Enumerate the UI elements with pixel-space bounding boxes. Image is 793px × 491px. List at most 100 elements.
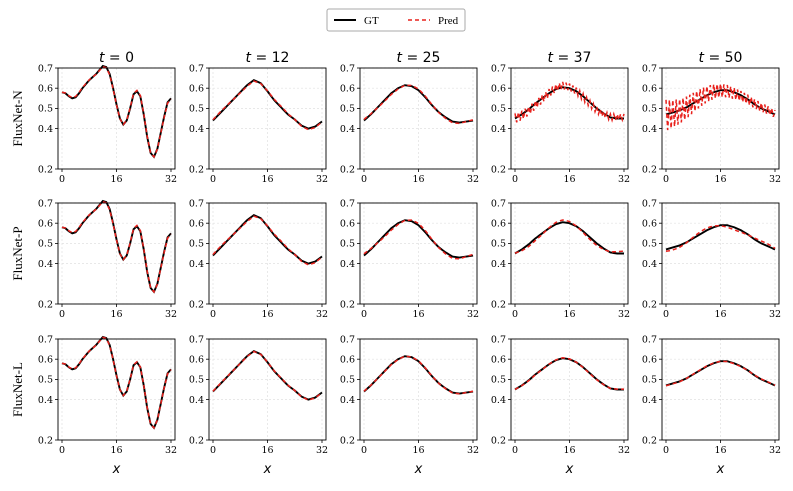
legend-gt-label: GT [364, 15, 379, 27]
x-tick-label: 32 [467, 174, 479, 185]
row-label: FluxNet-L [10, 362, 25, 417]
y-tick-label: 0.2 [38, 435, 53, 446]
pred-series-line [61, 336, 172, 430]
y-tick-label: 0.5 [340, 104, 355, 115]
x-tick-label: 0 [663, 445, 669, 456]
y-tick-label: 0.4 [340, 395, 355, 406]
gt-series-line [212, 350, 323, 401]
y-tick-label: 0.6 [340, 84, 355, 95]
y-tick-label: 0.6 [491, 355, 506, 366]
gt-series-line [363, 355, 474, 395]
y-tick-label: 0.6 [38, 219, 53, 230]
x-axis-label: x [565, 462, 574, 477]
y-tick-label: 0.2 [38, 299, 53, 310]
x-tick-label: 32 [467, 445, 479, 456]
y-tick-label: 0.4 [189, 259, 204, 270]
x-tick-label: 32 [316, 309, 328, 320]
x-tick-label: 16 [563, 445, 575, 456]
y-tick-label: 0.7 [491, 63, 506, 74]
x-tick-label: 32 [769, 174, 781, 185]
y-tick-label: 0.2 [642, 435, 657, 446]
y-tick-label: 0.5 [642, 239, 657, 250]
y-tick-label: 0.5 [38, 104, 53, 115]
pred-series-line [212, 215, 323, 266]
y-tick-label: 0.2 [38, 164, 53, 175]
y-tick-label: 0.7 [340, 198, 355, 209]
legend: GT Pred [326, 8, 466, 32]
panel-grid: FluxNet-N 0.2 0.4 0.5 0.6 0.7 0 16 32 t = 0 0.2 0.4… [10, 50, 781, 477]
y-tick-label: 0.4 [340, 259, 355, 270]
y-tick-label: 0.5 [189, 239, 204, 250]
pred-series-line [665, 83, 776, 131]
pred-series-line [363, 84, 474, 125]
column-title: t = 37 [548, 50, 592, 66]
y-tick-label: 0.7 [38, 334, 53, 345]
pred-series-line [212, 350, 323, 401]
y-tick-label: 0.7 [642, 334, 657, 345]
y-tick-label: 0.7 [340, 63, 355, 74]
column-title: t = 25 [397, 50, 441, 66]
subplot-panel: 0.2 0.4 0.5 0.6 0.7 0 16 32 [491, 63, 630, 185]
y-tick-label: 0.2 [189, 164, 204, 175]
x-tick-label: 0 [59, 309, 65, 320]
x-tick-label: 0 [663, 174, 669, 185]
y-tick-label: 0.5 [38, 239, 53, 250]
y-tick-label: 0.2 [340, 164, 355, 175]
y-tick-label: 0.7 [189, 334, 204, 345]
y-tick-label: 0.7 [38, 198, 53, 209]
y-tick-label: 0.2 [491, 299, 506, 310]
y-tick-label: 0.5 [642, 104, 657, 115]
y-tick-label: 0.6 [491, 219, 506, 230]
y-tick-label: 0.4 [491, 395, 506, 406]
x-tick-label: 0 [361, 309, 367, 320]
y-tick-label: 0.4 [642, 124, 657, 135]
x-tick-label: 32 [165, 309, 177, 320]
row-label: FluxNet-N [10, 90, 25, 147]
y-tick-label: 0.2 [340, 299, 355, 310]
y-tick-label: 0.2 [491, 164, 506, 175]
y-tick-label: 0.4 [340, 124, 355, 135]
y-tick-label: 0.6 [38, 84, 53, 95]
subplot-panel: 0.2 0.4 0.5 0.6 0.7 0 16 32 [38, 334, 177, 456]
x-tick-label: 32 [316, 445, 328, 456]
x-tick-label: 32 [165, 445, 177, 456]
column-title: t = 50 [699, 50, 743, 66]
y-tick-label: 0.7 [491, 334, 506, 345]
x-axis-label: x [414, 462, 423, 477]
y-tick-label: 0.5 [491, 104, 506, 115]
x-tick-label: 16 [261, 174, 273, 185]
subplot-panel: 0.2 0.4 0.5 0.6 0.7 0 16 32 [642, 334, 781, 456]
subplot-panel: 0.2 0.4 0.5 0.6 0.7 0 16 32 [340, 63, 479, 185]
y-tick-label: 0.5 [642, 375, 657, 386]
pred-series-line [212, 80, 323, 131]
y-tick-label: 0.6 [189, 84, 204, 95]
x-tick-label: 16 [412, 445, 424, 456]
x-axis-label: x [263, 462, 272, 477]
x-tick-label: 32 [467, 309, 479, 320]
x-tick-label: 0 [59, 174, 65, 185]
y-tick-label: 0.5 [340, 375, 355, 386]
subplot-panel: 0.2 0.4 0.5 0.6 0.7 0 16 32 [340, 198, 479, 320]
y-tick-label: 0.2 [642, 164, 657, 175]
subplot-panel: 0.2 0.4 0.5 0.6 0.7 0 16 32 [189, 334, 328, 456]
x-tick-label: 0 [361, 174, 367, 185]
column-title: t = 12 [246, 50, 290, 66]
subplot-panel: 0.2 0.4 0.5 0.6 0.7 0 16 32 [38, 198, 177, 320]
legend-pred-label: Pred [438, 15, 459, 27]
legend-frame [326, 8, 466, 32]
x-tick-label: 32 [769, 445, 781, 456]
y-tick-label: 0.6 [189, 219, 204, 230]
x-tick-label: 0 [361, 445, 367, 456]
x-tick-label: 16 [110, 174, 122, 185]
x-tick-label: 0 [512, 445, 518, 456]
y-tick-label: 0.6 [189, 355, 204, 366]
y-tick-label: 0.6 [38, 355, 53, 366]
subplot-panel: 0.2 0.4 0.5 0.6 0.7 0 16 32 [642, 63, 781, 185]
y-tick-label: 0.4 [38, 395, 53, 406]
y-tick-label: 0.6 [340, 219, 355, 230]
y-tick-label: 0.7 [642, 198, 657, 209]
x-tick-label: 32 [618, 445, 630, 456]
y-tick-label: 0.5 [189, 104, 204, 115]
pred-series-line [665, 360, 776, 387]
subplot-panel: 0.2 0.4 0.5 0.6 0.7 0 16 32 [38, 63, 177, 185]
